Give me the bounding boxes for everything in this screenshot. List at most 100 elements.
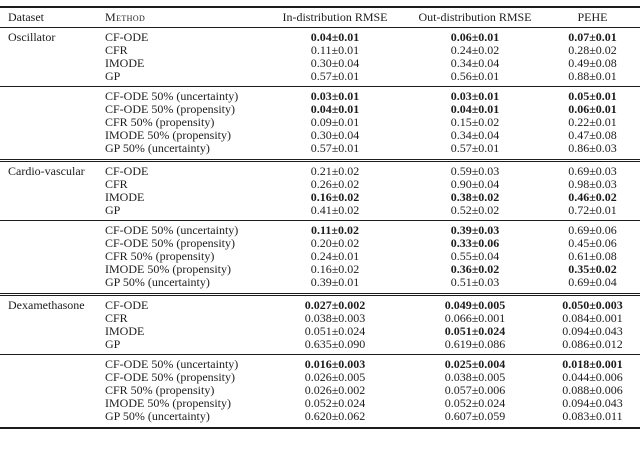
method-cell: GP (105, 203, 121, 217)
table-header: Dataset Method In-distribution RMSE Out-… (0, 7, 640, 27)
pehe-cell: 0.72±0.01 (568, 203, 617, 217)
in-rmse-cell: 0.20±0.02 (310, 237, 360, 250)
dataset-cell (0, 237, 97, 250)
section-dexamethasone-group-1: Dexamethasone CF-ODE 0.027±0.002 0.049±0.00… (0, 294, 640, 355)
in-rmse-cell: 0.16±0.02 (310, 190, 360, 204)
in-rmse-cell: 0.052±0.024 (304, 397, 366, 410)
pehe-cell: 0.88±0.01 (568, 69, 617, 83)
dataset-cell (0, 129, 97, 142)
in-rmse-cell: 0.30±0.04 (310, 56, 360, 70)
method-cell: IMODE 50% (propensity) (105, 397, 231, 410)
in-rmse-cell: 0.11±0.01 (310, 43, 360, 57)
table-row: GP 0.41±0.02 0.52±0.02 0.72±0.01 (0, 204, 640, 221)
pehe-cell: 0.050±0.003 (562, 297, 623, 312)
table-row: Cardio-vascular CF-ODE 0.21±0.02 0.59±0.03 0… (0, 160, 640, 178)
table-row: CFR 0.11±0.01 0.24±0.02 0.28±0.02 (0, 44, 640, 57)
dataset-cell (0, 276, 97, 294)
in-rmse-cell: 0.04±0.01 (310, 29, 360, 44)
table-row: CF-ODE 50% (propensity) 0.20±0.02 0.33±0.0… (0, 237, 640, 250)
in-rmse-cell: 0.038±0.003 (304, 311, 366, 325)
in-rmse-cell: 0.39±0.01 (310, 276, 360, 289)
section-oscillator-group-2: CF-ODE 50% (uncertainty) 0.03±0.01 0.03±0.… (0, 86, 640, 161)
in-rmse-cell: 0.24±0.01 (310, 250, 360, 263)
in-rmse-cell: 0.620±0.062 (304, 410, 366, 423)
out-rmse-cell: 0.619±0.086 (444, 337, 506, 351)
out-rmse-cell: 0.066±0.001 (444, 311, 506, 325)
method-cell: CF-ODE 50% (propensity) (105, 371, 235, 384)
dataset-cell: Cardio-vascular (8, 163, 85, 178)
method-cell: GP (105, 337, 121, 351)
pehe-cell: 0.05±0.01 (568, 89, 617, 103)
method-cell: CFR 50% (propensity) (105, 250, 215, 263)
table-row: CF-ODE 50% (uncertainty) 0.03±0.01 0.03±0.… (0, 87, 640, 104)
method-cell: CFR (105, 311, 128, 325)
dataset-cell (0, 410, 97, 428)
table-row: Oscillator CF-ODE 0.04±0.01 0.06±0.01 0.07±0… (0, 27, 640, 44)
method-cell: CF-ODE 50% (uncertainty) (105, 223, 239, 237)
out-rmse-cell: 0.57±0.01 (450, 142, 500, 155)
table-row: IMODE 50% (propensity) 0.052±0.024 0.052±0… (0, 397, 640, 410)
pehe-cell: 0.28±0.02 (568, 43, 617, 57)
table-row: CFR 50% (propensity) 0.026±0.002 0.057±0.0… (0, 384, 640, 397)
method-cell: IMODE (105, 56, 145, 70)
table-row: IMODE 50% (propensity) 0.16±0.02 0.36±0.02… (0, 263, 640, 276)
method-cell: IMODE 50% (propensity) (105, 129, 231, 142)
dataset-cell: Oscillator (8, 29, 56, 44)
out-rmse-cell: 0.04±0.01 (450, 103, 500, 116)
table-row: GP 50% (uncertainty) 0.57±0.01 0.57±0.01 0.… (0, 142, 640, 160)
header-row: Dataset Method In-distribution RMSE Out-… (0, 7, 640, 27)
method-cell: IMODE (105, 324, 145, 338)
table-row: IMODE 0.051±0.024 0.051±0.024 0.094±0.043 (0, 325, 640, 338)
dataset-cell (0, 57, 97, 70)
dataset-cell (0, 204, 97, 221)
pehe-cell: 0.46±0.02 (568, 190, 617, 204)
out-rmse-cell: 0.59±0.03 (450, 163, 500, 178)
method-cell: CFR 50% (propensity) (105, 116, 215, 129)
col-header-in-distribution-rmse: In-distribution RMSE (282, 9, 388, 24)
out-rmse-cell: 0.03±0.01 (450, 89, 500, 103)
in-rmse-cell: 0.04±0.01 (310, 103, 360, 116)
col-header-method: Method (105, 9, 146, 24)
method-cell: GP 50% (uncertainty) (105, 276, 210, 289)
table-row: GP 0.635±0.090 0.619±0.086 0.086±0.012 (0, 338, 640, 355)
method-cell: CF-ODE 50% (propensity) (105, 237, 235, 250)
dataset-cell (0, 142, 97, 160)
table-row: CF-ODE 50% (uncertainty) 0.016±0.003 0.025… (0, 355, 640, 372)
dataset-cell (0, 263, 97, 276)
dataset-cell (0, 312, 97, 325)
col-header-pehe: PEHE (577, 9, 608, 24)
dataset-cell (0, 221, 97, 238)
method-cell: GP 50% (uncertainty) (105, 410, 210, 423)
table-row: GP 50% (uncertainty) 0.620±0.062 0.607±0.0… (0, 410, 640, 428)
pehe-cell: 0.49±0.08 (568, 56, 617, 70)
in-rmse-cell: 0.635±0.090 (304, 337, 366, 351)
pehe-cell: 0.45±0.06 (568, 237, 617, 250)
in-rmse-cell: 0.57±0.01 (310, 142, 360, 155)
dataset-cell (0, 116, 97, 129)
out-rmse-cell: 0.36±0.02 (450, 263, 500, 276)
pehe-cell: 0.69±0.06 (568, 223, 617, 237)
pehe-cell: 0.083±0.011 (562, 410, 623, 423)
out-rmse-cell: 0.90±0.04 (450, 177, 500, 191)
in-rmse-cell: 0.051±0.024 (304, 324, 366, 338)
dataset-cell (0, 371, 97, 384)
out-rmse-cell: 0.051±0.024 (444, 324, 506, 338)
col-header-out-distribution-rmse: Out-distribution RMSE (418, 9, 532, 24)
dataset-cell (0, 87, 97, 104)
pehe-cell: 0.86±0.03 (568, 142, 617, 155)
out-rmse-cell: 0.38±0.02 (450, 190, 500, 204)
dataset-cell (0, 397, 97, 410)
method-cell: CF-ODE (105, 297, 149, 312)
out-rmse-cell: 0.51±0.03 (450, 276, 500, 289)
in-rmse-cell: 0.03±0.01 (310, 89, 360, 103)
out-rmse-cell: 0.038±0.005 (444, 371, 506, 384)
dataset-cell (0, 325, 97, 338)
method-cell: CF-ODE (105, 29, 149, 44)
table-row: CF-ODE 50% (propensity) 0.04±0.01 0.04±0.0… (0, 103, 640, 116)
in-rmse-cell: 0.26±0.02 (310, 177, 360, 191)
method-cell: CF-ODE 50% (propensity) (105, 103, 235, 116)
pehe-cell: 0.018±0.001 (562, 357, 623, 371)
method-cell: CFR 50% (propensity) (105, 384, 215, 397)
in-rmse-cell: 0.57±0.01 (310, 69, 360, 83)
dataset-cell (0, 191, 97, 204)
